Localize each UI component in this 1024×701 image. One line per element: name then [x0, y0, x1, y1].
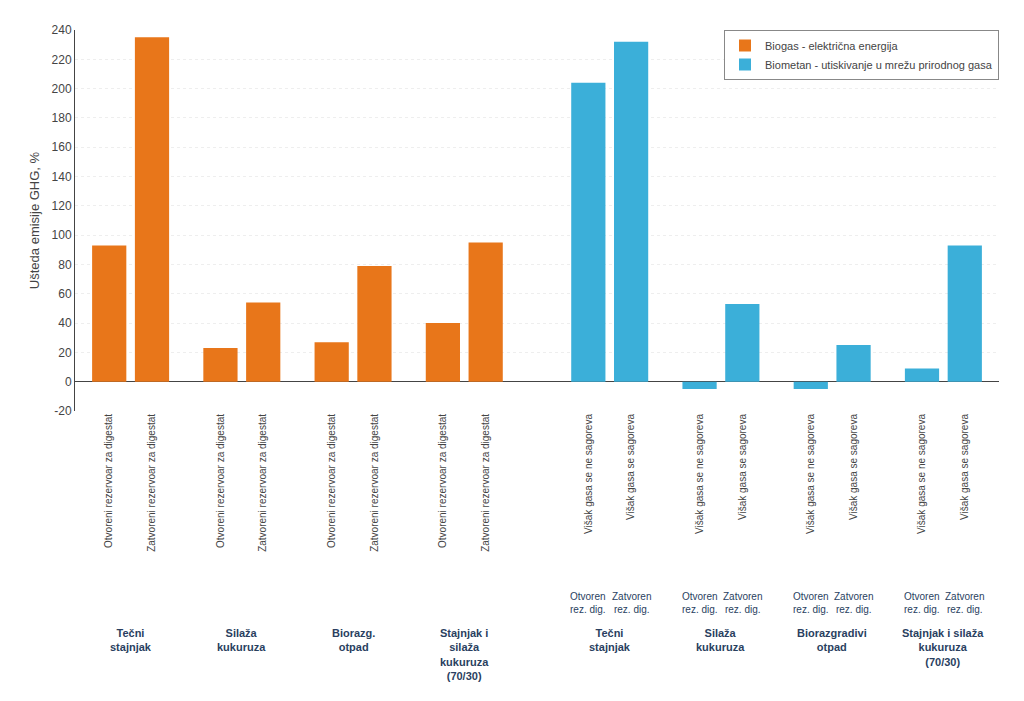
svg-text:Silažakukuruza: Silažakukuruza [696, 627, 745, 653]
svg-text:Otvorenrez. dig.: Otvorenrez. dig. [904, 591, 940, 615]
svg-text:60: 60 [58, 287, 72, 301]
svg-text:160: 160 [52, 140, 72, 154]
svg-text:Biometan - utiskivanje u mrežu: Biometan - utiskivanje u mrežu prirodnog… [765, 59, 993, 71]
svg-text:Zatvorenrez. dig.: Zatvorenrez. dig. [723, 591, 762, 615]
svg-text:Višak gasa se ne sagoreva: Višak gasa se ne sagoreva [805, 414, 816, 534]
svg-text:Otvorenrez. dig.: Otvorenrez. dig. [570, 591, 606, 615]
svg-text:Tečnistajnjak: Tečnistajnjak [110, 627, 152, 653]
svg-text:-20: -20 [54, 404, 72, 418]
svg-text:Višak gasa se ne sagoreva: Višak gasa se ne sagoreva [694, 414, 705, 534]
svg-text:Zatvoreni rezervoar za digesta: Zatvoreni rezervoar za digestat [480, 414, 491, 552]
svg-text:Stajnjak i silažakukuruza(70/3: Stajnjak i silažakukuruza(70/30) [902, 627, 984, 668]
svg-text:Zatvorenrez. dig.: Zatvorenrez. dig. [612, 591, 651, 615]
svg-text:Silažakukuruza: Silažakukuruza [217, 627, 266, 653]
svg-text:0: 0 [65, 375, 72, 389]
svg-text:80: 80 [58, 258, 72, 272]
svg-text:Stajnjak isilažakukuruza(70/30: Stajnjak isilažakukuruza(70/30) [440, 627, 489, 682]
svg-text:Višak gasa se sagoreva: Višak gasa se sagoreva [848, 414, 859, 520]
svg-text:Otvoreni rezervoar za digestat: Otvoreni rezervoar za digestat [215, 414, 226, 548]
svg-text:Zatvoreni rezervoar za digesta: Zatvoreni rezervoar za digestat [369, 414, 380, 552]
svg-text:Višak gasa se sagoreva: Višak gasa se sagoreva [625, 414, 636, 520]
svg-text:40: 40 [58, 316, 72, 330]
svg-text:Zatvorenrez. dig.: Zatvorenrez. dig. [834, 591, 873, 615]
svg-text:100: 100 [52, 228, 72, 242]
svg-text:240: 240 [52, 23, 72, 37]
svg-text:Tečnistajnjak: Tečnistajnjak [589, 627, 631, 653]
svg-text:Višak gasa se sagoreva: Višak gasa se sagoreva [737, 414, 748, 520]
svg-text:Biogas - električna energija: Biogas - električna energija [765, 40, 899, 52]
svg-text:200: 200 [52, 82, 72, 96]
svg-text:Biorazgradiviotpad: Biorazgradiviotpad [797, 627, 867, 653]
svg-text:Otvorenrez. dig.: Otvorenrez. dig. [793, 591, 829, 615]
svg-text:Biorazg.otpad: Biorazg.otpad [332, 627, 375, 653]
svg-text:220: 220 [52, 53, 72, 67]
svg-text:180: 180 [52, 111, 72, 125]
svg-text:Ušteda emisije GHG, %: Ušteda emisije GHG, % [27, 151, 42, 289]
svg-text:Zatvoreni rezervoar za digesta: Zatvoreni rezervoar za digestat [146, 414, 157, 552]
svg-text:20: 20 [58, 346, 72, 360]
svg-text:Otvoreni rezervoar za digestat: Otvoreni rezervoar za digestat [437, 414, 448, 548]
svg-text:Zatvorenrez. dig.: Zatvorenrez. dig. [945, 591, 984, 615]
svg-text:Otvorenrez. dig.: Otvorenrez. dig. [682, 591, 718, 615]
svg-text:Višak gasa se ne sagoreva: Višak gasa se ne sagoreva [583, 414, 594, 534]
svg-text:Višak gasa se ne sagoreva: Višak gasa se ne sagoreva [916, 414, 927, 534]
svg-text:Zatvoreni rezervoar za digesta: Zatvoreni rezervoar za digestat [257, 414, 268, 552]
svg-text:Otvoreni rezervoar za digestat: Otvoreni rezervoar za digestat [326, 414, 337, 548]
svg-text:120: 120 [52, 199, 72, 213]
svg-text:Otvoreni rezervoar za digestat: Otvoreni rezervoar za digestat [103, 414, 114, 548]
svg-text:140: 140 [52, 170, 72, 184]
svg-text:Višak gasa se sagoreva: Višak gasa se sagoreva [959, 414, 970, 520]
